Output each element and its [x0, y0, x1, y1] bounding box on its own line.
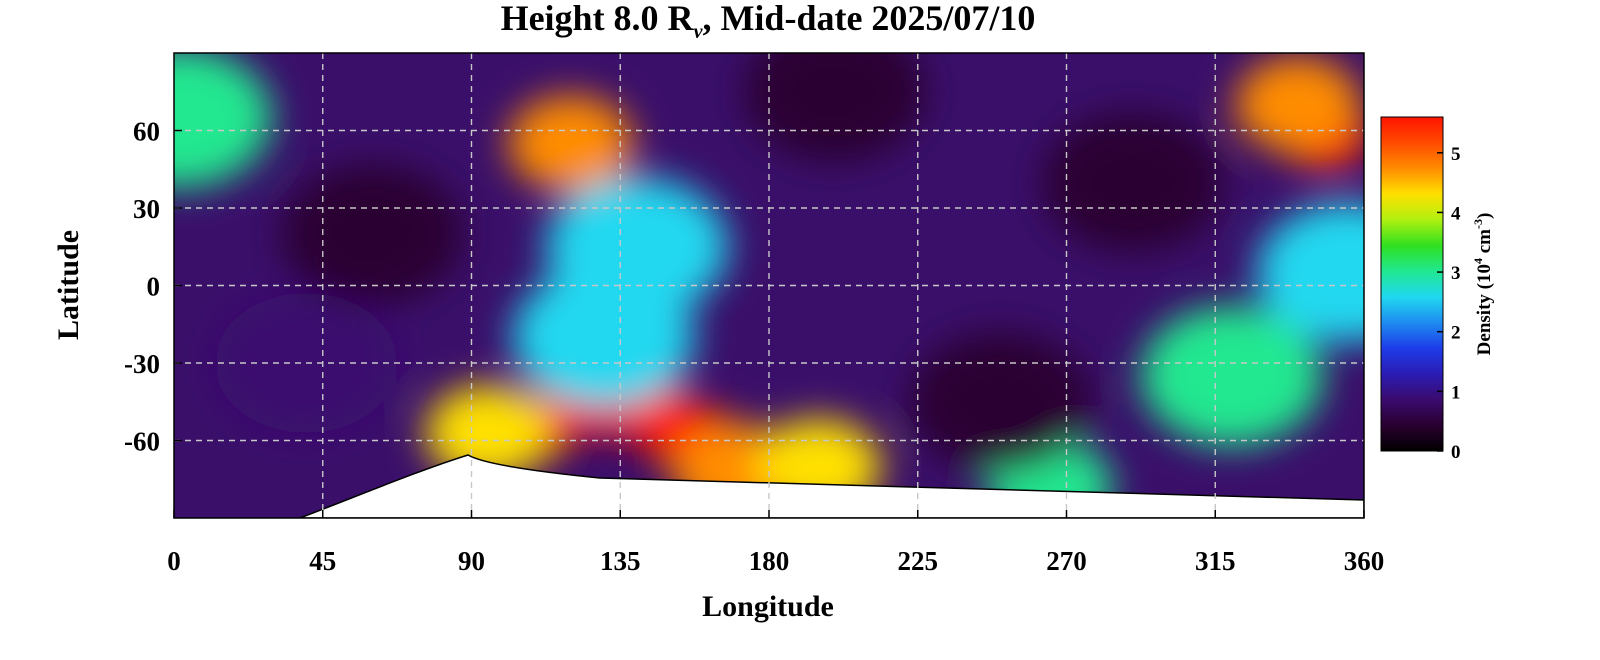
density-feature: [512, 267, 695, 408]
density-feature: [425, 384, 551, 481]
x-tick-label: 90: [458, 546, 485, 576]
y-tick-label: 60: [133, 117, 160, 147]
y-tick-label: -30: [124, 349, 160, 379]
x-tick-label: 0: [167, 546, 181, 576]
colorbar-tick-label: 5: [1451, 144, 1461, 165]
density-feature: [508, 95, 634, 192]
y-tick-label: 30: [133, 194, 160, 224]
colorbar-tick-label: 0: [1451, 442, 1461, 463]
colorbar-label: Density (104 cm-3): [1471, 213, 1495, 356]
colorbar-tick-label: 1: [1451, 382, 1461, 403]
y-axis: 60 30 0 -30 -60: [124, 117, 182, 457]
y-tick-label: -60: [124, 427, 160, 457]
chart-title: Height 8.0 Rv, Mid-date 2025/07/10: [501, 0, 1036, 43]
density-feature: [909, 331, 1092, 472]
density-feature: [1235, 56, 1361, 153]
colorbar-tick-label: 4: [1451, 203, 1461, 224]
grid-lines: [174, 53, 1364, 518]
colorbar-tick-label: 2: [1451, 323, 1461, 344]
x-tick-label: 270: [1046, 546, 1087, 576]
x-tick-label: 360: [1344, 546, 1385, 576]
density-feature: [174, 53, 272, 188]
x-tick-label: 135: [600, 546, 641, 576]
density-feature: [1256, 202, 1364, 343]
x-axis: 0 45 90 135 180 225 270 315 360: [167, 510, 1384, 576]
colorbar-gradient: [1380, 116, 1444, 452]
x-axis-label: Longitude: [702, 590, 834, 623]
colorbar-tick-label: 3: [1451, 263, 1461, 284]
title-subscript: v: [694, 21, 704, 43]
density-feature: [281, 163, 464, 304]
density-feature: [744, 53, 927, 162]
colorbar-ticks: 0 1 2 3 4 5: [1437, 144, 1461, 463]
density-feature: [1140, 305, 1323, 446]
colorbar: 0 1 2 3 4 5 Density (104 cm-3): [1380, 116, 1495, 463]
x-tick-label: 45: [309, 546, 336, 576]
x-tick-label: 315: [1195, 546, 1236, 576]
no-data-region: [299, 454, 1364, 518]
x-tick-label: 180: [749, 546, 790, 576]
x-tick-label: 225: [898, 546, 939, 576]
y-tick-label: 0: [147, 272, 161, 302]
y-axis-label: Latitude: [52, 230, 85, 340]
plot-area: [174, 53, 1364, 518]
density-feature: [1041, 112, 1224, 253]
